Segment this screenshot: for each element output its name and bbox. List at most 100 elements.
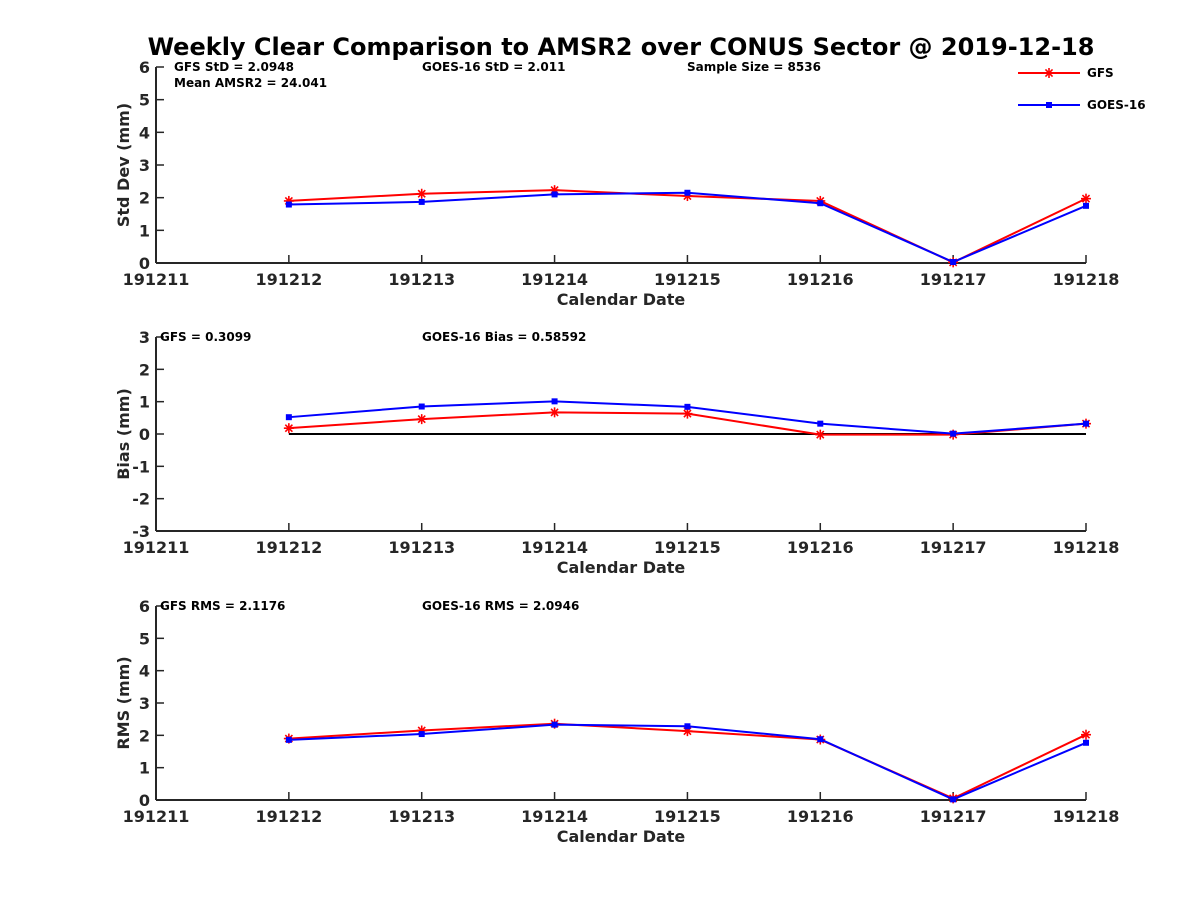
x-tick-label: 191214 [521,270,588,289]
legend-label: GFS [1087,66,1114,80]
data-point-goes-16 [817,736,824,743]
x-tick-label: 191214 [521,538,588,557]
x-tick-label: 191215 [654,538,721,557]
panel-2: 191211 191212 191213 191214 191215 191216 1912… [114,328,1119,577]
stat-annotation: GFS RMS = 2.1176 [160,599,285,613]
data-point-goes-16 [684,723,691,730]
x-tick-label: 191212 [255,270,322,289]
series-goes-16 [285,398,1089,437]
y-tick-label: 0 [139,425,150,444]
data-point-goes-16 [950,259,957,266]
series-line-goes-16 [288,191,1087,264]
data-point-goes-16 [285,201,292,208]
y-axis-label: Std Dev (mm) [114,103,133,227]
data-point-goes-16 [285,736,292,743]
x-tick-label: 191217 [920,538,987,557]
stat-annotation: Mean AMSR2 = 24.041 [174,76,327,90]
y-tick-label: 6 [139,597,150,616]
legend-marker [1046,102,1052,108]
y-tick-label: 1 [139,393,150,412]
panel-1: 191211 191212 191213 191214 191215 191216 1912… [114,58,1119,309]
data-point-goes-16 [684,189,691,196]
x-tick-label: 191213 [388,270,455,289]
stat-annotation: Sample Size = 8536 [687,60,821,74]
data-point-gfs [1081,193,1091,204]
x-tick-label: 191218 [1053,270,1120,289]
y-tick-label: -1 [132,457,150,476]
y-tick-label: 2 [139,360,150,379]
x-tick-label: 191217 [920,807,987,826]
data-point-goes-16 [950,430,957,437]
panel-3: 191211 191212 191213 191214 191215 191216 1912… [114,597,1119,846]
y-tick-label: 6 [139,58,150,77]
data-point-goes-16 [817,200,824,207]
stat-annotation: GOES-16 RMS = 2.0946 [422,599,579,613]
x-tick-label: 191216 [787,270,854,289]
data-point-gfs [549,407,560,418]
stat-annotation: GOES-16 Bias = 0.58592 [422,330,586,344]
y-tick-label: 5 [139,91,150,110]
data-point-goes-16 [551,398,558,405]
data-point-goes-16 [285,414,292,421]
y-tick-label: 5 [139,629,150,648]
y-tick-label: 2 [139,189,150,208]
data-point-goes-16 [418,403,425,410]
y-tick-label: 3 [139,694,150,713]
x-tick-label: 191214 [521,807,588,826]
x-tick-label: 191217 [920,270,987,289]
data-point-goes-16 [1083,202,1089,209]
data-point-gfs [1081,729,1091,740]
data-point-gfs [283,423,294,434]
y-tick-label: 2 [139,726,150,745]
x-axis-label: Calendar Date [557,827,686,846]
stat-annotation: GFS = 0.3099 [160,330,251,344]
x-axis-label: Calendar Date [557,558,686,577]
y-tick-label: 4 [139,662,150,681]
x-tick-label: 191216 [787,807,854,826]
x-tick-label: 191211 [123,538,190,557]
data-point-goes-16 [950,796,957,803]
series-goes-16 [285,189,1089,266]
x-axis-label: Calendar Date [557,290,686,309]
data-point-goes-16 [1083,420,1089,427]
data-point-gfs [416,414,427,425]
x-tick-label: 191215 [654,807,721,826]
legend-item-goes-16: GOES-16 [1018,98,1146,112]
series-goes-16 [285,721,1089,803]
y-tick-label: 1 [139,759,150,778]
y-tick-label: 3 [139,156,150,175]
y-tick-label: -3 [132,522,150,541]
data-point-goes-16 [418,731,425,738]
data-point-gfs [815,429,826,440]
data-point-gfs [682,408,693,419]
y-tick-label: 0 [139,254,150,273]
chart-panels: 191211 191212 191213 191214 191215 191216 1912… [114,58,1119,846]
x-tick-label: 191215 [654,270,721,289]
legend-label: GOES-16 [1087,98,1146,112]
data-point-goes-16 [551,191,558,198]
y-tick-label: 0 [139,791,150,810]
chart-title: Weekly Clear Comparison to AMSR2 over CO… [148,33,1095,61]
data-point-goes-16 [684,403,691,410]
x-tick-label: 191213 [388,807,455,826]
data-point-goes-16 [817,420,824,427]
chart-legend: GFS GOES-16 [1018,66,1146,112]
x-tick-label: 191213 [388,538,455,557]
x-tick-label: 191216 [787,538,854,557]
stat-annotation: GFS StD = 2.0948 [174,60,294,74]
legend-marker [1044,68,1054,78]
x-tick-label: 191212 [255,538,322,557]
data-point-goes-16 [1083,739,1089,746]
x-tick-label: 191211 [123,270,190,289]
stat-annotation: GOES-16 StD = 2.011 [422,60,565,74]
y-axis-label: Bias (mm) [114,388,133,480]
y-tick-label: -2 [132,490,150,509]
x-tick-label: 191218 [1053,807,1120,826]
data-point-gfs [416,188,427,199]
x-tick-label: 191212 [255,807,322,826]
y-axis-label: RMS (mm) [114,656,133,749]
data-point-goes-16 [418,198,425,205]
legend-item-gfs: GFS [1018,66,1114,80]
y-tick-label: 4 [139,123,150,142]
